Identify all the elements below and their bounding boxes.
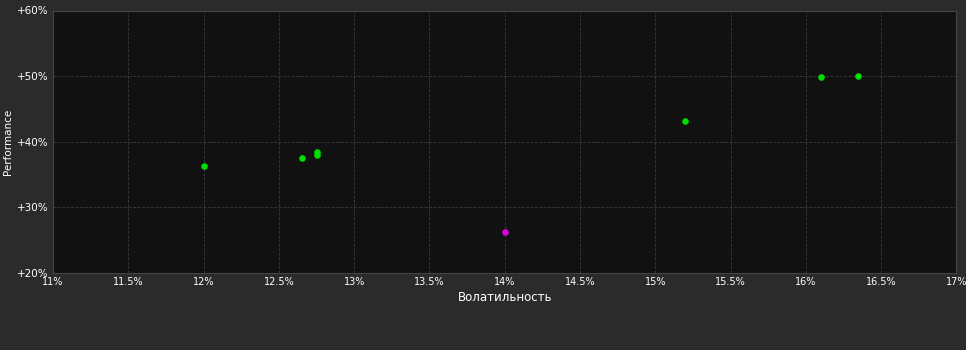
Point	[294, 155, 309, 161]
Point	[497, 229, 513, 234]
Point	[678, 118, 694, 124]
Y-axis label: Performance: Performance	[3, 108, 14, 175]
X-axis label: Волатильность: Волатильность	[458, 291, 552, 304]
Point	[851, 74, 867, 79]
Point	[196, 163, 212, 169]
Point	[309, 149, 325, 154]
Point	[813, 75, 829, 80]
Point	[309, 152, 325, 158]
